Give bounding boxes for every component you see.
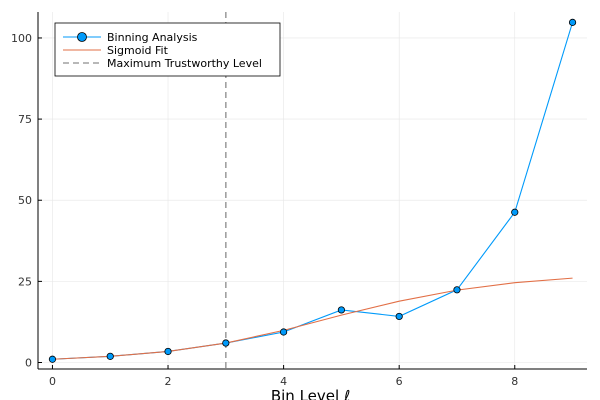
y-tick-label: 25	[18, 275, 32, 288]
x-axis-label: Bin Level ℓ	[271, 387, 350, 400]
data-point	[48, 355, 57, 363]
legend-label: Maximum Trustworthy Level	[107, 57, 262, 70]
data-point	[280, 328, 288, 336]
data-point	[568, 18, 577, 26]
y-tick-label: 100	[11, 32, 32, 45]
data-point	[337, 306, 345, 314]
legend-marker-binning-analysis	[77, 32, 87, 42]
x-tick-label: 6	[396, 375, 403, 388]
data-point	[395, 312, 403, 321]
legend-label: Sigmoid Fit	[107, 44, 169, 57]
x-tick-label: 8	[511, 375, 518, 388]
x-tick-label: 4	[280, 375, 287, 388]
y-tick-label: 0	[25, 357, 32, 370]
series-line-sigmoid-fit	[52, 277, 573, 360]
data-point	[511, 208, 519, 216]
legend-label: Binning Analysis	[107, 31, 198, 44]
x-tick-label: 2	[165, 375, 172, 388]
data-point	[453, 286, 461, 294]
y-tick-label: 75	[18, 113, 32, 126]
x-tick-label: 0	[49, 375, 56, 388]
data-point	[222, 339, 230, 347]
axes: 0 2 4 6 8 0 25 50 75 100	[11, 12, 587, 388]
series-layer	[48, 18, 577, 363]
y-tick-label: 50	[18, 194, 32, 207]
data-point	[164, 347, 172, 356]
data-point	[106, 352, 114, 360]
